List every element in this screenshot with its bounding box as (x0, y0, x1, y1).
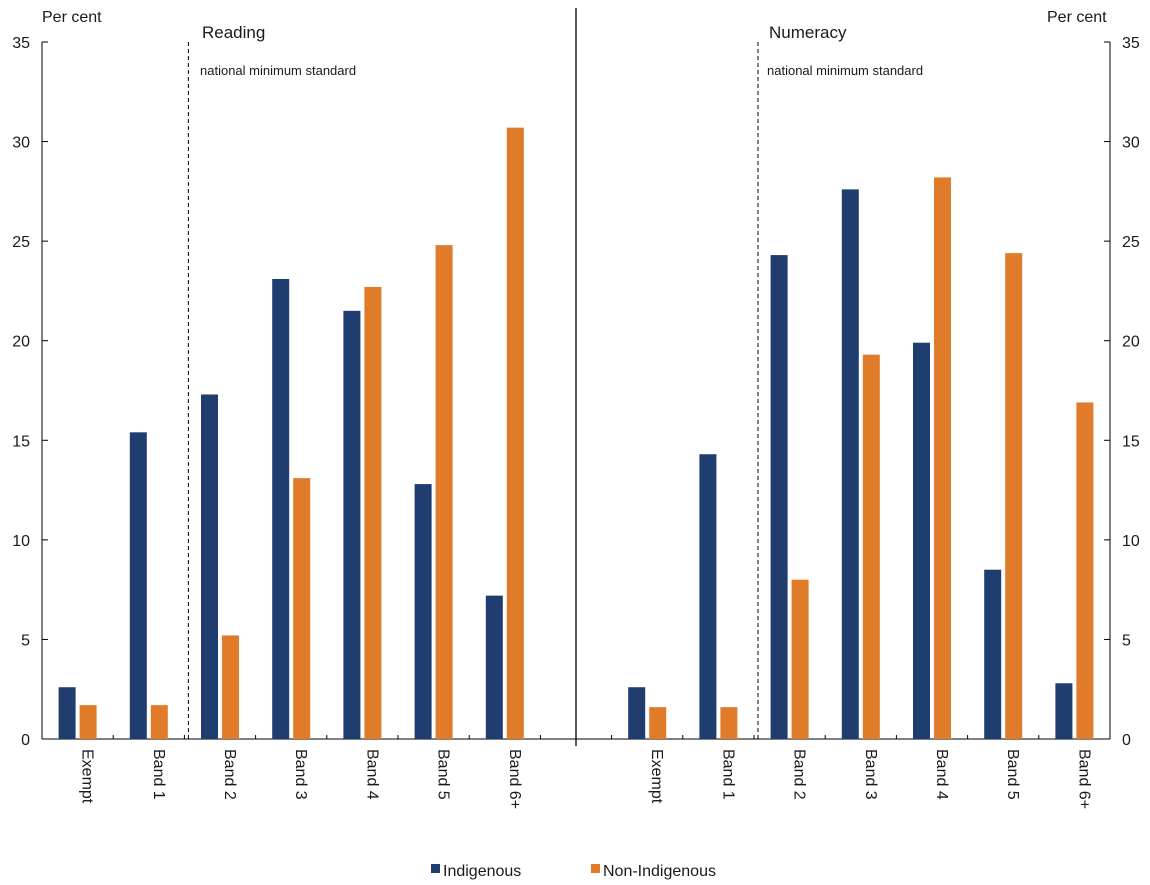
y-tick-label-left: 35 (12, 35, 30, 52)
y-tick-label-left: 5 (21, 632, 30, 649)
category-label: Band 1 (150, 749, 167, 800)
bar-reading-indigenous (343, 310, 361, 739)
y-unit-label-right: Per cent (1047, 9, 1107, 26)
category-label: Exempt (648, 749, 665, 804)
panel-title-reading: Reading (202, 23, 265, 42)
bar-reading-indigenous (272, 278, 290, 739)
category-label-layer: Exempt Band 1 Band 2 Band 3 Band 4 Band 5 Band… (79, 749, 1093, 809)
bar-reading-non-indigenous (293, 478, 311, 739)
tick-layer: 0 0 5 5 10 10 15 15 20 20 25 25 30 30 35 35 (12, 35, 1140, 749)
bar-numeracy-non-indigenous (934, 177, 951, 740)
panel-title-numeracy: Numeracy (769, 23, 847, 42)
y-tick-label-right: 5 (1122, 632, 1131, 649)
y-tick-label-right: 20 (1122, 334, 1140, 351)
bar-layer (58, 127, 1094, 740)
bar-numeracy-indigenous (628, 687, 646, 739)
bar-reading-indigenous (485, 595, 503, 739)
y-tick-label-right: 15 (1122, 433, 1140, 450)
bar-reading-indigenous (201, 394, 218, 739)
category-label: Band 3 (862, 749, 879, 800)
y-tick-label-left: 15 (12, 433, 30, 450)
bar-reading-non-indigenous (150, 705, 168, 739)
bar-numeracy-indigenous (770, 255, 788, 739)
y-tick-label-right: 30 (1122, 135, 1140, 152)
bar-numeracy-non-indigenous (1005, 253, 1023, 739)
category-label: Band 6+ (1075, 749, 1092, 809)
bar-numeracy-non-indigenous (720, 707, 738, 739)
bar-numeracy-non-indigenous (791, 579, 809, 739)
bar-reading-non-indigenous (79, 705, 97, 739)
legend-label-non-indigenous: Non-Indigenous (603, 863, 716, 880)
bar-numeracy-non-indigenous (1076, 402, 1094, 739)
bar-numeracy-indigenous (841, 189, 859, 739)
y-tick-label-right: 10 (1122, 533, 1140, 550)
bar-reading-non-indigenous (506, 127, 524, 740)
category-label: Band 2 (791, 749, 808, 800)
bar-numeracy-non-indigenous (649, 707, 667, 739)
category-label: Exempt (79, 749, 96, 804)
bar-reading-non-indigenous (364, 286, 382, 739)
category-label: Band 2 (221, 749, 238, 800)
y-tick-label-right: 35 (1122, 35, 1140, 52)
category-label: Band 6+ (506, 749, 523, 809)
bar-reading-indigenous (414, 484, 432, 739)
bar-reading-indigenous (58, 687, 76, 739)
y-tick-label-left: 25 (12, 234, 30, 251)
bar-numeracy-indigenous (699, 454, 717, 739)
legend-swatch-non-indigenous (591, 864, 600, 873)
y-tick-label-right: 25 (1122, 234, 1140, 251)
y-tick-label-left: 10 (12, 533, 30, 550)
legend-label-indigenous: Indigenous (443, 863, 521, 880)
threshold-note-reading: national minimum standard (200, 63, 356, 78)
bar-numeracy-non-indigenous (862, 354, 880, 739)
bar-numeracy-indigenous (913, 342, 930, 739)
category-label: Band 4 (933, 749, 950, 800)
bar-reading-indigenous (129, 432, 147, 739)
y-tick-label-left: 20 (12, 334, 30, 351)
threshold-note-numeracy: national minimum standard (767, 63, 923, 78)
y-tick-label-left: 0 (21, 732, 30, 749)
legend-swatch-indigenous (431, 864, 440, 873)
y-tick-label-left: 30 (12, 135, 30, 152)
category-label: Band 3 (292, 749, 309, 800)
bar-numeracy-indigenous (984, 569, 1002, 739)
bar-reading-non-indigenous (222, 635, 239, 739)
category-label: Band 5 (435, 749, 452, 800)
y-unit-label-left: Per cent (42, 9, 102, 26)
category-label: Band 1 (719, 749, 736, 800)
bar-reading-non-indigenous (435, 245, 453, 739)
category-label: Band 4 (363, 749, 380, 800)
bar-numeracy-indigenous (1055, 683, 1073, 739)
category-label: Band 5 (1004, 749, 1021, 800)
y-tick-label-right: 0 (1122, 732, 1131, 749)
